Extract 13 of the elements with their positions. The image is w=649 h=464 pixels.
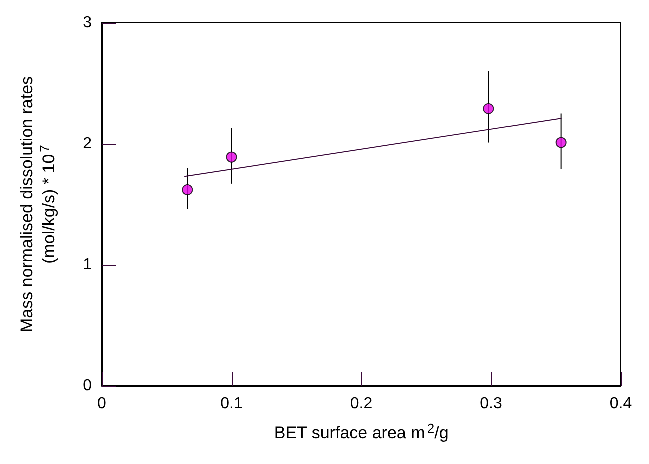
point bbox=[483, 103, 494, 114]
point bbox=[556, 137, 567, 148]
y-tick-label: 3 bbox=[83, 14, 92, 32]
point bbox=[226, 152, 238, 163]
x-tick-label: 0.4 bbox=[610, 396, 632, 412]
x-tick-label: 0.3 bbox=[480, 396, 502, 412]
y-tick-label: 2 bbox=[83, 136, 92, 152]
point bbox=[182, 184, 194, 196]
x-tick-label: 0 bbox=[98, 396, 107, 412]
x-tick-label: 0.1 bbox=[220, 396, 243, 412]
y-tick-label: 0 bbox=[83, 378, 92, 394]
y-tick-label: 1 bbox=[83, 256, 92, 274]
x-tick-label: 0.2 bbox=[350, 396, 373, 412]
